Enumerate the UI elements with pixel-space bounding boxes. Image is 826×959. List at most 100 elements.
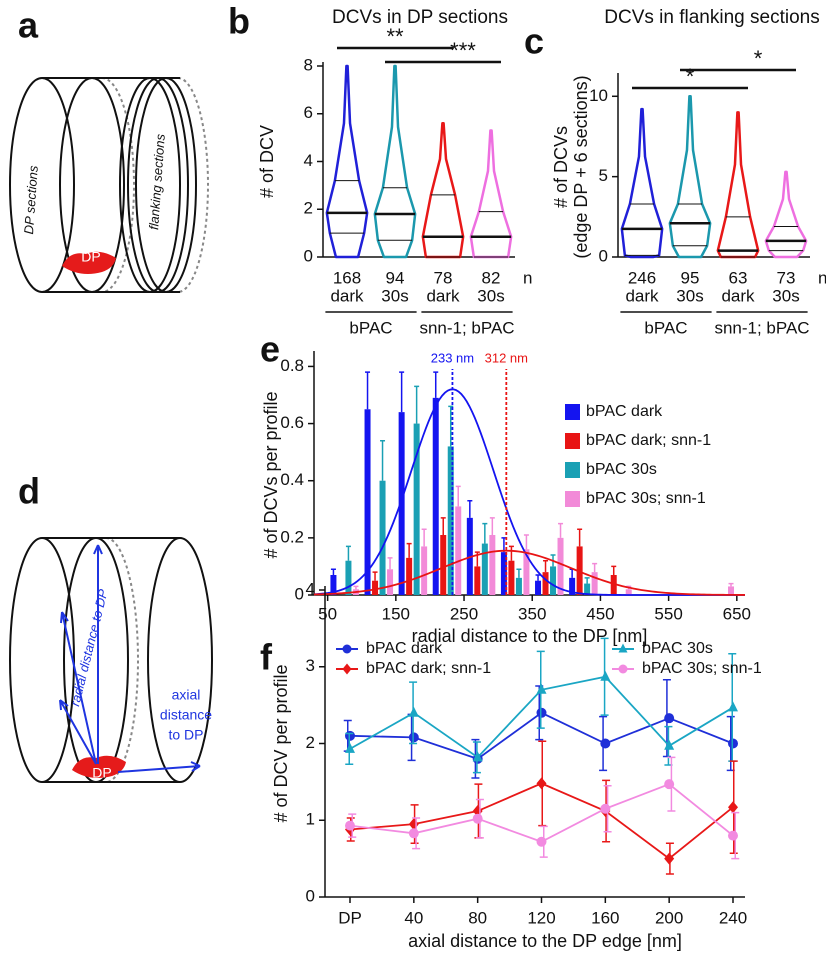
bar <box>379 480 386 595</box>
bar <box>625 589 632 595</box>
marker <box>472 751 483 762</box>
bar <box>728 586 735 595</box>
y-axis-label: # of DCVs per profile <box>261 391 281 558</box>
y-tick-label: 1 <box>306 810 315 829</box>
bar <box>474 566 481 595</box>
marker <box>728 801 738 814</box>
y-tick-label: 0.8 <box>280 356 304 375</box>
x-tick-label: 160 <box>591 908 619 927</box>
panel-label: c <box>524 21 544 62</box>
n-label: 95 <box>681 268 700 287</box>
bar <box>584 583 591 595</box>
diagram-text: DP <box>92 765 111 781</box>
error-bar <box>421 528 427 547</box>
significance-label: ** <box>386 24 404 49</box>
diagram-text: axial <box>172 687 201 703</box>
y-tick-label: 8 <box>304 55 313 74</box>
panel-label: b <box>228 1 250 42</box>
x-tick-label: 30s <box>676 286 703 305</box>
legend-label: bPAC dark <box>366 640 443 657</box>
error-bar <box>592 562 598 573</box>
bar <box>569 577 576 595</box>
bar <box>413 423 420 595</box>
x-tick-label: 80 <box>468 908 487 927</box>
marker <box>618 664 628 674</box>
diagram-text: distance <box>160 707 212 723</box>
x-tick-label: 150 <box>382 604 410 623</box>
bar <box>406 557 413 595</box>
fit-curve <box>313 388 745 596</box>
error-bar <box>440 517 446 535</box>
legend-label: bPAC 30s <box>642 640 713 657</box>
y-axis-label: # of DCVs <box>551 126 571 208</box>
dotted-rim <box>177 77 209 293</box>
marker <box>408 818 419 831</box>
marker <box>536 836 547 847</box>
violin <box>620 107 664 259</box>
marker <box>408 706 419 717</box>
chart-title: DCVs in DP sections <box>332 7 508 28</box>
y-tick-label: 0 <box>599 246 608 265</box>
x-tick-label: 30s <box>477 286 504 305</box>
diagram-text: to DP <box>168 727 203 743</box>
bar <box>489 535 496 595</box>
legend-label: bPAC dark; snn-1 <box>586 432 711 449</box>
violin <box>764 170 808 259</box>
error-bar <box>372 571 378 581</box>
error-bar <box>365 371 371 410</box>
marker <box>728 830 738 841</box>
diagram-text: DP <box>81 249 100 265</box>
x-tick-label: 40 <box>404 908 423 927</box>
x-tick-label: 200 <box>655 908 683 927</box>
error-bar <box>330 568 336 575</box>
n-label: 63 <box>729 268 748 287</box>
panel-label: d <box>18 471 40 512</box>
error-bar <box>611 565 617 575</box>
legend-label: bPAC 30s <box>586 461 657 478</box>
bar <box>542 572 549 595</box>
error-bar <box>543 559 549 573</box>
annotation-label: 233 nm <box>431 350 474 365</box>
y-tick-label: 0 <box>304 246 313 265</box>
group-label: snn-1; bPAC <box>714 318 809 337</box>
x-tick-label: dark <box>330 286 364 305</box>
x-tick-label: dark <box>625 286 659 305</box>
error-bar <box>569 568 575 578</box>
legend-label: bPAC dark; snn-1 <box>366 660 491 677</box>
panel-label: a <box>18 5 39 46</box>
error-bar <box>584 577 590 584</box>
y-axis-label: (edge DP + 6 sections) <box>571 75 591 258</box>
error-bar <box>728 582 734 587</box>
y-tick-label: 4 <box>306 579 315 598</box>
marker <box>664 739 675 750</box>
n-label: n <box>818 268 826 287</box>
bar <box>535 580 542 595</box>
violin <box>668 95 712 259</box>
diagram-text: flanking sections <box>146 133 168 230</box>
n-label: 94 <box>386 268 405 287</box>
x-tick-label: 30s <box>381 286 408 305</box>
x-tick-label: 30s <box>772 286 799 305</box>
marker <box>342 663 352 675</box>
dp-blob <box>62 251 116 274</box>
legend-swatch <box>565 491 580 507</box>
y-tick-label: 3 <box>306 656 315 675</box>
violin <box>373 64 417 259</box>
y-tick-label: 2 <box>306 733 315 752</box>
panel-label: f <box>260 637 273 678</box>
marker <box>472 813 483 824</box>
x-tick-label: 120 <box>527 908 555 927</box>
y-axis-label: # of DCV <box>257 125 277 198</box>
violin <box>716 111 760 259</box>
error-bar <box>406 542 412 558</box>
marker <box>618 643 628 653</box>
x-axis-label: radial distance to the DP [nm] <box>412 626 648 646</box>
bar <box>481 543 488 595</box>
x-tick-label: dark <box>721 286 755 305</box>
marker <box>664 852 675 865</box>
error-bar <box>345 545 351 561</box>
arrow <box>60 611 97 765</box>
cylinder-rim <box>147 537 213 783</box>
bar <box>387 569 394 595</box>
